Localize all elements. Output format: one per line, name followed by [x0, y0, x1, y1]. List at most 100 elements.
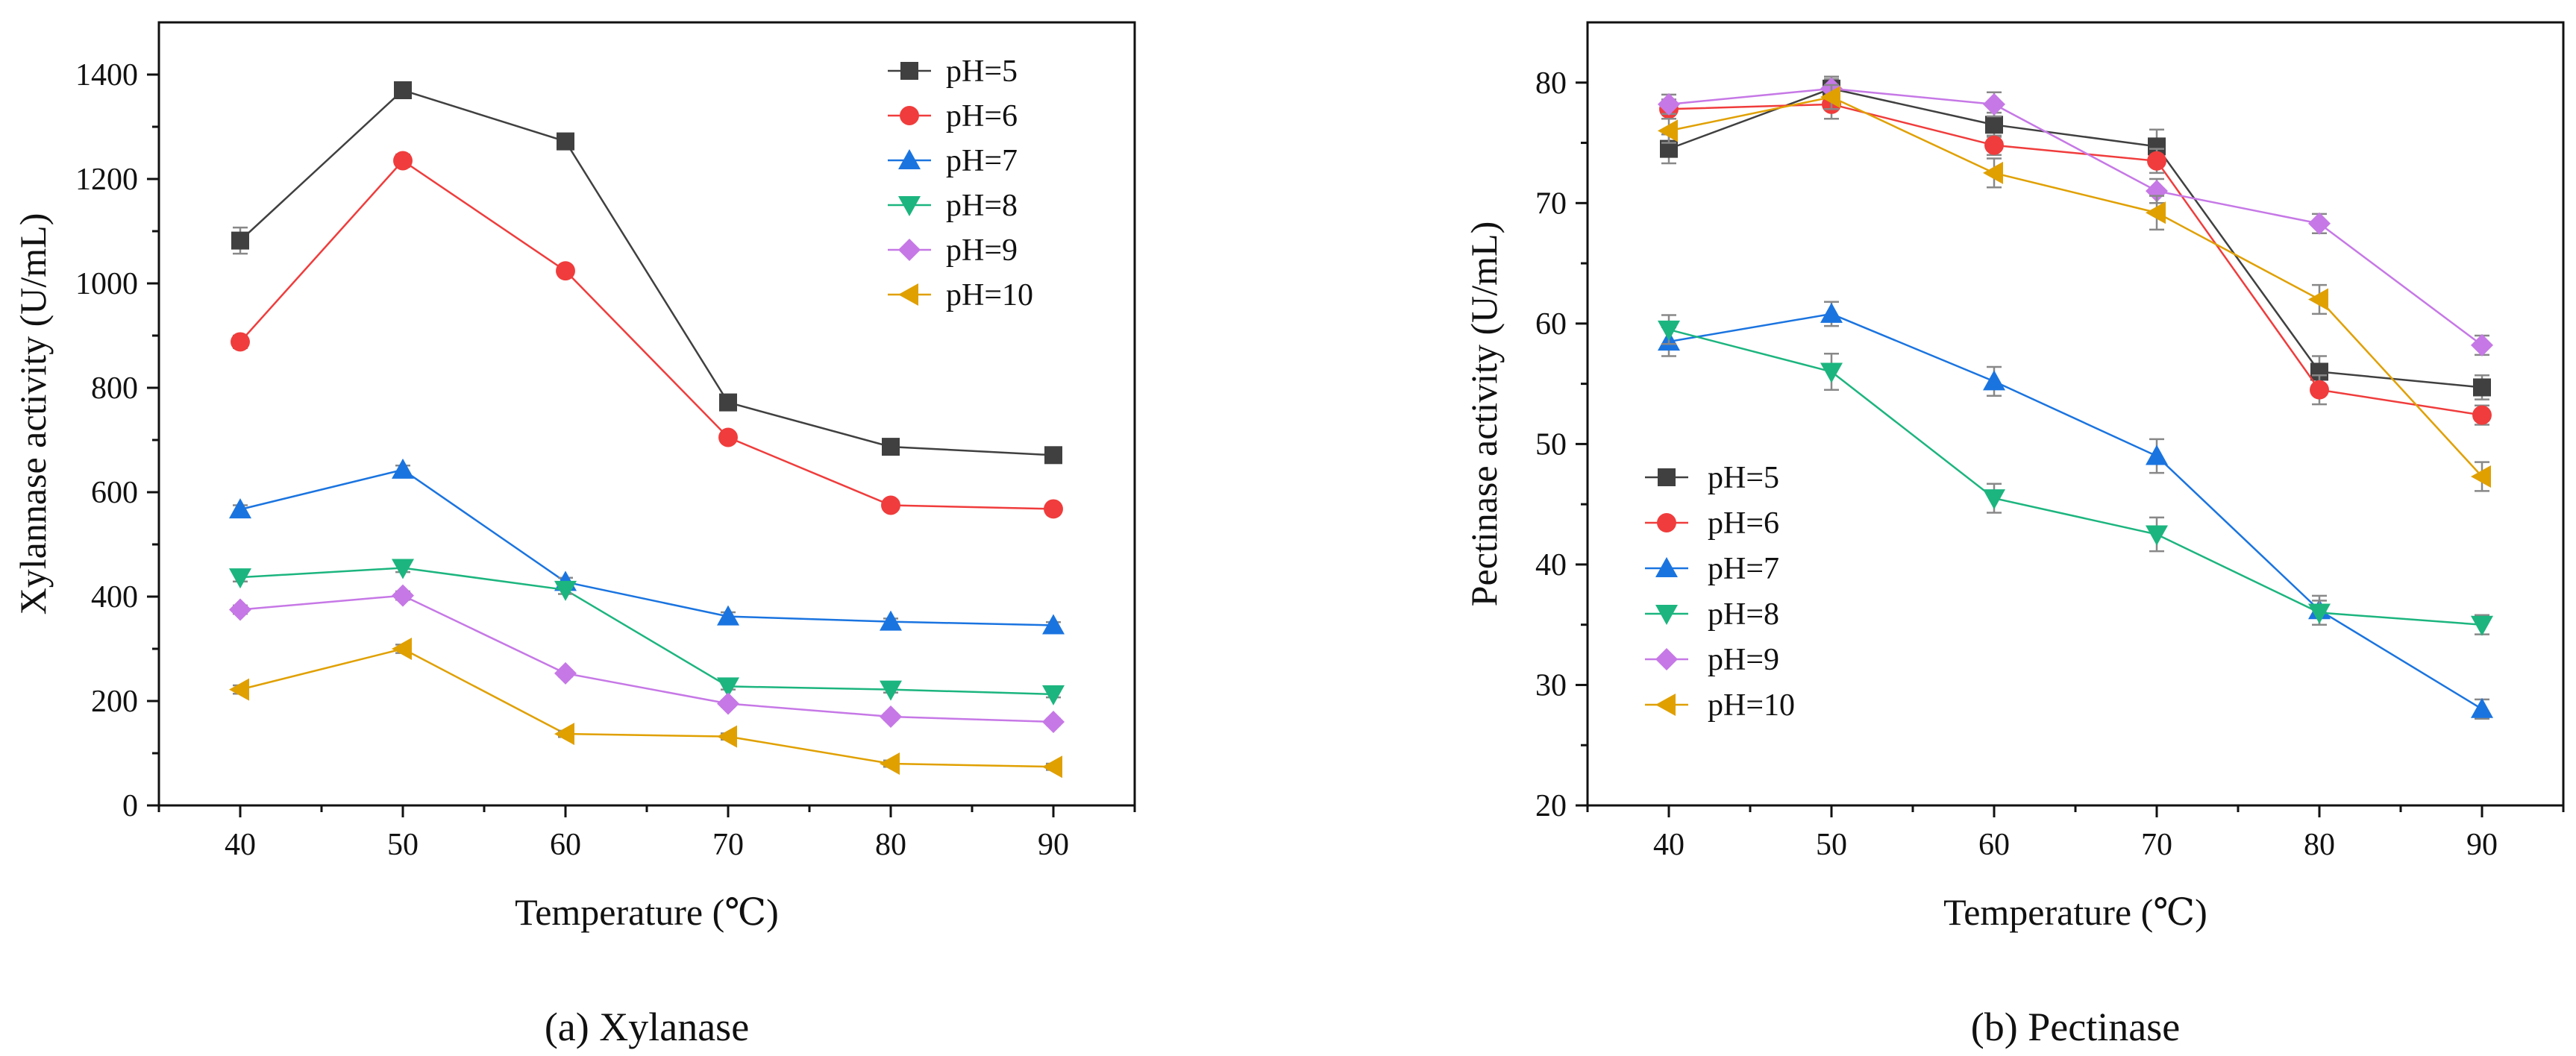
- legend-label: pH=5: [1708, 461, 1779, 495]
- series-line: [1668, 95, 2483, 477]
- y-tick-label: 0: [122, 789, 138, 823]
- data-point: [2308, 603, 2331, 624]
- data-point: [1044, 446, 1062, 465]
- series-line: [1668, 87, 2483, 346]
- legend-label: pH=9: [1708, 643, 1779, 677]
- data-point: [229, 568, 251, 589]
- legend-marker: [1655, 605, 1678, 625]
- data-point: [717, 725, 737, 748]
- legend-item: pH=8: [888, 189, 1018, 223]
- x-tick-label: 60: [550, 828, 581, 862]
- data-point: [1983, 489, 2005, 510]
- legend-marker: [898, 239, 921, 261]
- y-tick-label: 1000: [75, 267, 138, 301]
- plot-frame: [157, 21, 1136, 807]
- legend-item: pH=6: [1645, 506, 1779, 541]
- x-tick-label: 60: [1978, 828, 2010, 862]
- data-point: [1658, 119, 1678, 142]
- legend-item: pH=9: [1645, 643, 1779, 677]
- series-ph-7: [1658, 301, 2493, 720]
- series-ph-8: [229, 559, 1065, 705]
- series-ph-10: [1658, 84, 2491, 492]
- data-point: [719, 393, 737, 412]
- data-point: [717, 692, 739, 715]
- legend-marker: [1655, 557, 1678, 577]
- data-point: [2472, 405, 2492, 425]
- data-point: [717, 605, 739, 626]
- data-point: [554, 580, 577, 601]
- legend-marker: [1658, 468, 1676, 486]
- data-point: [1658, 320, 1680, 341]
- y-axis-ticks: 0 200 400 600 800 1000 1200 1400: [75, 58, 159, 823]
- x-axis-ticks: 40 50 60 70 80 90: [157, 805, 1136, 862]
- data-point: [392, 559, 414, 579]
- legend-item: pH=10: [888, 278, 1033, 312]
- y-tick-label: 800: [91, 371, 138, 406]
- legend-marker: [898, 283, 918, 306]
- data-point: [229, 598, 251, 621]
- series-line: [239, 567, 1054, 696]
- data-point: [1983, 161, 2003, 184]
- data-point: [2308, 212, 2331, 235]
- data-point: [882, 438, 900, 456]
- y-axis-label: Pectinase activity (U/mL): [1463, 221, 1505, 607]
- data-point: [2471, 615, 2493, 636]
- legend-item: pH=10: [1645, 688, 1795, 723]
- x-tick-label: 90: [2466, 828, 2498, 862]
- panel-caption: (a) Xylanase: [545, 1005, 749, 1049]
- y-tick-label: 200: [91, 685, 138, 719]
- legend-marker: [1655, 694, 1676, 716]
- legend-marker: [898, 149, 921, 169]
- data-point: [1044, 499, 1063, 519]
- data-point: [2471, 333, 2493, 356]
- series-line: [1668, 103, 2483, 416]
- legend-marker: [900, 106, 919, 125]
- data-point: [1820, 362, 1843, 383]
- series-ph-5: [231, 81, 1062, 465]
- y-tick-label: 1400: [75, 58, 138, 92]
- x-axis-ticks: 40 50 60 70 80 90: [1586, 805, 2565, 862]
- data-point: [880, 610, 902, 631]
- series-line: [1668, 87, 2483, 389]
- legend-item: pH=6: [888, 99, 1018, 133]
- data-point: [880, 680, 902, 701]
- data-point: [1984, 135, 2004, 155]
- legend-label: pH=10: [1708, 688, 1795, 723]
- y-tick-label: 400: [91, 580, 138, 615]
- data-point: [718, 427, 738, 447]
- data-point: [557, 132, 574, 151]
- data-point: [2146, 444, 2168, 465]
- series-line: [239, 594, 1054, 723]
- legend-marker: [898, 196, 921, 216]
- legend-label: pH=5: [946, 54, 1018, 89]
- legend: pH=5 pH=6 pH=7 pH=8 pH=9 pH=10: [888, 54, 1033, 312]
- data-point: [2147, 151, 2166, 171]
- y-axis-label: Xylannase activity (U/mL): [12, 213, 54, 615]
- data-point: [880, 705, 902, 728]
- data-point: [1820, 86, 1840, 109]
- y-tick-label: 20: [1535, 789, 1567, 823]
- y-tick-label: 40: [1535, 548, 1567, 582]
- data-point: [554, 723, 574, 746]
- data-point: [1042, 614, 1065, 635]
- data-point: [231, 231, 249, 250]
- data-point: [2473, 378, 2491, 397]
- data-point: [392, 458, 414, 479]
- series-line: [239, 468, 1054, 626]
- data-point: [2308, 288, 2328, 311]
- data-point: [2310, 380, 2329, 400]
- data-point: [1985, 116, 2003, 134]
- data-point: [1042, 755, 1062, 779]
- legend-label: pH=8: [946, 189, 1018, 223]
- legend-label: pH=8: [1708, 597, 1779, 632]
- y-axis-ticks: 20 30 40 50 60 70 80: [1535, 66, 1588, 823]
- panel-pectinase: 20 30 40 50 60 70 80 40 50 60 70 80 90 pH=5 pH=6 pH=7…: [1463, 21, 2565, 1049]
- legend-label: pH=10: [946, 278, 1033, 312]
- x-tick-label: 40: [225, 828, 256, 862]
- data-point: [1983, 370, 2005, 391]
- x-tick-label: 70: [2141, 828, 2172, 862]
- legend-label: pH=6: [1708, 506, 1779, 541]
- data-point: [2471, 697, 2493, 718]
- series-line: [239, 647, 1054, 768]
- x-axis-label: Temperature (℃): [515, 891, 779, 933]
